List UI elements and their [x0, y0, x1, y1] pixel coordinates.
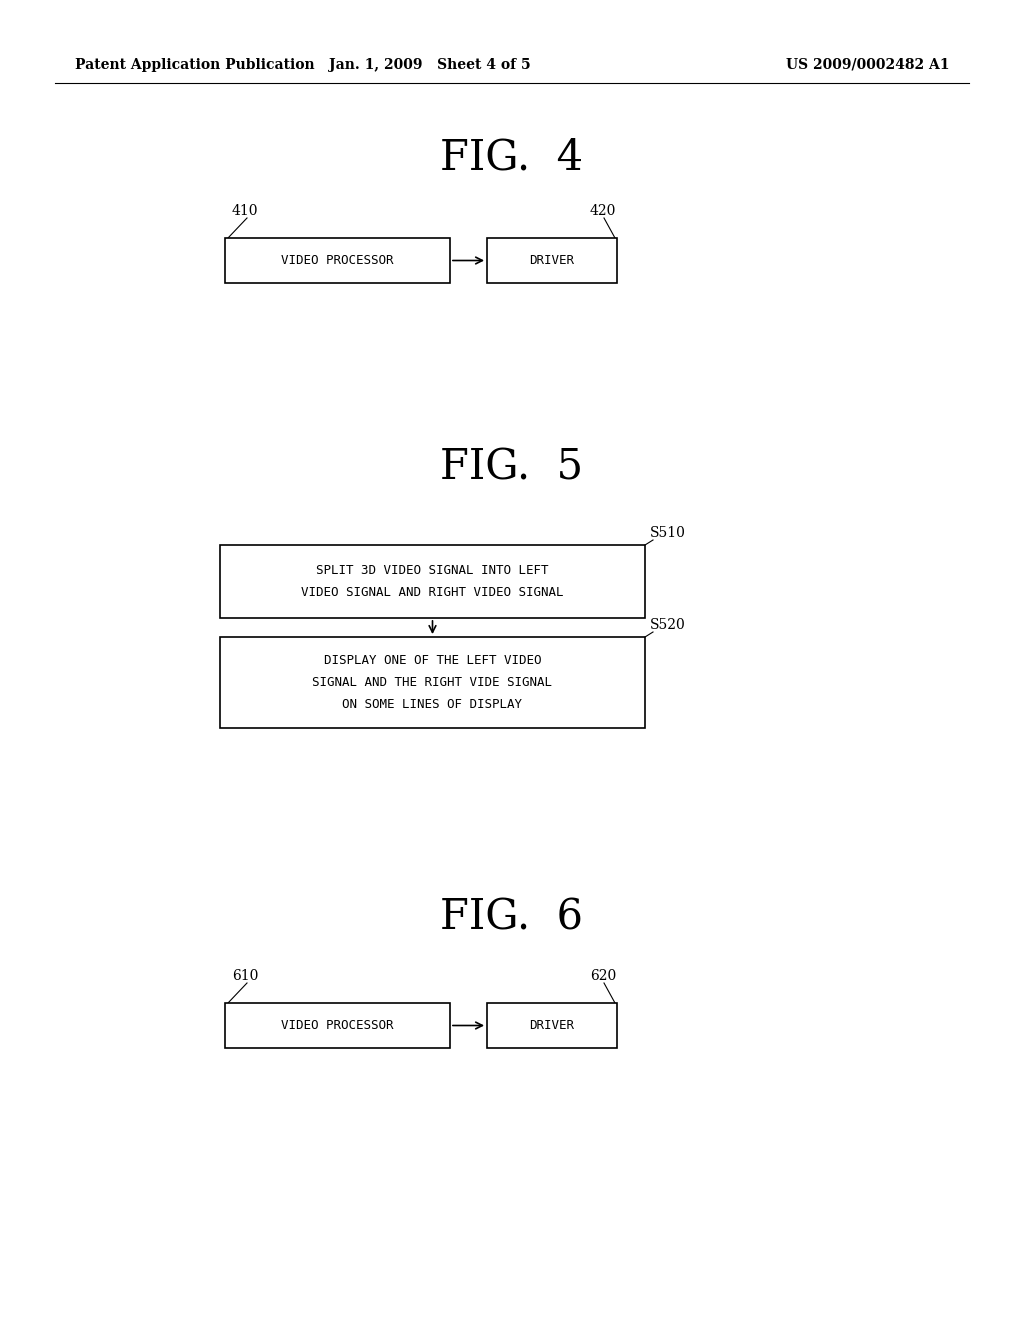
Text: 410: 410 — [232, 205, 258, 218]
Text: Patent Application Publication: Patent Application Publication — [75, 58, 314, 73]
Text: FIG.  5: FIG. 5 — [440, 447, 584, 488]
Text: VIDEO PROCESSOR: VIDEO PROCESSOR — [282, 1019, 394, 1032]
Bar — [487, 238, 617, 282]
Text: 620: 620 — [590, 969, 616, 983]
Text: Jan. 1, 2009   Sheet 4 of 5: Jan. 1, 2009 Sheet 4 of 5 — [329, 58, 530, 73]
Text: VIDEO SIGNAL AND RIGHT VIDEO SIGNAL: VIDEO SIGNAL AND RIGHT VIDEO SIGNAL — [301, 586, 564, 599]
Text: SPLIT 3D VIDEO SIGNAL INTO LEFT: SPLIT 3D VIDEO SIGNAL INTO LEFT — [316, 564, 549, 577]
Bar — [220, 638, 645, 729]
Text: 420: 420 — [590, 205, 616, 218]
Text: FIG.  6: FIG. 6 — [440, 898, 584, 939]
Text: S520: S520 — [650, 618, 686, 632]
Text: VIDEO PROCESSOR: VIDEO PROCESSOR — [282, 253, 394, 267]
Text: US 2009/0002482 A1: US 2009/0002482 A1 — [786, 58, 950, 73]
Text: DRIVER: DRIVER — [529, 253, 574, 267]
Bar — [487, 1003, 617, 1048]
Text: DRIVER: DRIVER — [529, 1019, 574, 1032]
Text: SIGNAL AND THE RIGHT VIDE SIGNAL: SIGNAL AND THE RIGHT VIDE SIGNAL — [312, 676, 553, 689]
Text: S510: S510 — [650, 525, 686, 540]
Text: FIG.  4: FIG. 4 — [440, 137, 584, 180]
Bar — [220, 545, 645, 618]
Bar — [225, 1003, 450, 1048]
Text: DISPLAY ONE OF THE LEFT VIDEO: DISPLAY ONE OF THE LEFT VIDEO — [324, 653, 542, 667]
Text: 610: 610 — [232, 969, 258, 983]
Text: ON SOME LINES OF DISPLAY: ON SOME LINES OF DISPLAY — [342, 698, 522, 711]
Bar — [225, 238, 450, 282]
